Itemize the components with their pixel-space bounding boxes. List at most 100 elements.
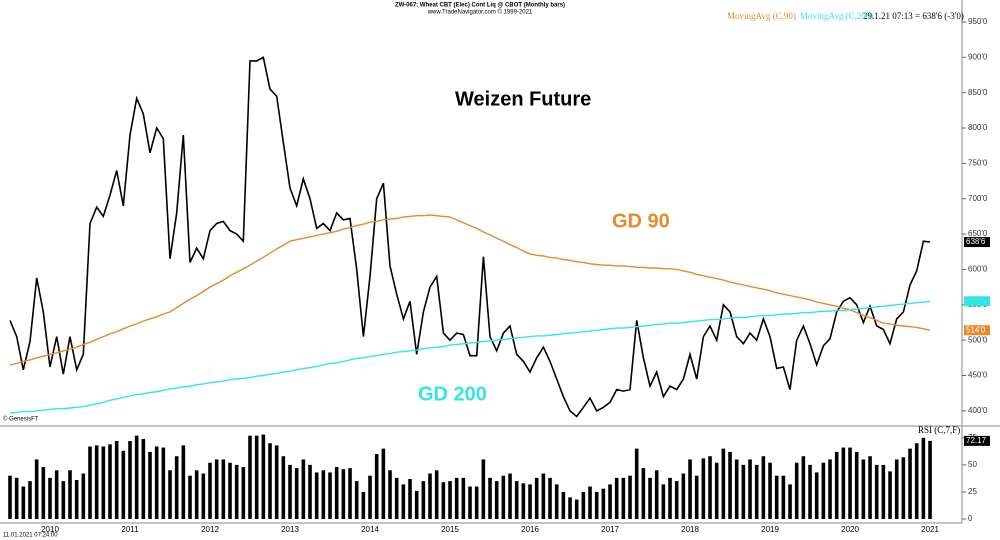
bar <box>588 486 592 519</box>
bar <box>528 484 532 519</box>
bar <box>241 467 246 519</box>
value-tag: 514'0 <box>966 325 986 334</box>
value-tag-box <box>964 296 990 307</box>
bar <box>201 473 206 519</box>
bar <box>654 470 659 519</box>
y-tick-label: 800'0 <box>968 123 988 132</box>
bar <box>801 456 806 519</box>
bar <box>881 464 886 519</box>
bar <box>388 470 392 519</box>
bar <box>821 462 826 519</box>
annotation: Weizen Future <box>455 88 591 110</box>
bar <box>8 475 12 519</box>
bar <box>581 491 586 519</box>
bar <box>808 464 812 519</box>
bar <box>161 447 166 519</box>
bar <box>354 481 359 519</box>
x-tick-label: 2012 <box>201 525 219 534</box>
x-tick-label: 2019 <box>761 525 779 534</box>
x-tick-label: 2010 <box>41 525 59 534</box>
bar <box>288 464 292 519</box>
bar <box>334 467 339 519</box>
bar <box>21 486 26 519</box>
bar <box>834 451 839 519</box>
bar <box>328 472 332 519</box>
bar <box>828 459 832 519</box>
y-tick-label: 950'0 <box>968 17 988 26</box>
bar <box>728 451 732 519</box>
bar <box>61 481 66 519</box>
bar <box>341 469 346 519</box>
value-tag: 72.17 <box>966 436 987 445</box>
bar <box>768 462 772 519</box>
bar <box>674 481 679 519</box>
bar <box>681 473 686 519</box>
bar <box>734 459 739 519</box>
bar <box>754 464 759 519</box>
bar <box>221 459 226 519</box>
y-tick-label: 900'0 <box>968 52 988 61</box>
bar <box>814 472 819 519</box>
bar <box>361 491 366 519</box>
bar <box>594 491 599 519</box>
bar <box>574 499 579 519</box>
value-tag-box <box>964 237 990 248</box>
x-tick-label: 2021 <box>921 525 939 534</box>
bar <box>348 468 352 519</box>
bar <box>148 451 152 519</box>
bar <box>908 448 912 519</box>
bar <box>114 441 119 519</box>
bar <box>854 451 859 519</box>
bar <box>561 491 566 519</box>
bar <box>281 456 286 519</box>
bar <box>481 459 486 519</box>
bar <box>668 477 672 519</box>
bar <box>228 462 232 519</box>
annotation: GD 90 <box>612 210 670 232</box>
bar <box>894 459 899 519</box>
bar <box>714 462 719 519</box>
bar <box>14 477 19 519</box>
bar <box>54 470 59 519</box>
bar <box>641 468 646 519</box>
bar <box>494 481 499 519</box>
bar <box>108 444 112 519</box>
footer-date: 11.01.2021 07:24:00 <box>3 533 58 539</box>
value-tag-box <box>964 435 990 446</box>
bar <box>181 445 186 519</box>
bar <box>294 468 299 519</box>
bar <box>268 443 272 519</box>
bar <box>488 477 492 519</box>
bar <box>88 446 92 519</box>
bar <box>401 484 406 519</box>
legend-entry: MovingAvg (C,90) <box>727 11 796 21</box>
rsi-label: RSI (C,7,F) <box>918 425 960 435</box>
bar <box>688 459 692 519</box>
bar <box>508 473 512 519</box>
bar <box>214 459 219 519</box>
bar <box>901 457 906 519</box>
bar <box>154 446 159 519</box>
x-tick-label: 2018 <box>681 525 699 534</box>
bar <box>534 477 539 519</box>
bar <box>454 477 459 519</box>
y-tick-label: 850'0 <box>968 88 988 97</box>
y-tick-label: 450'0 <box>968 371 988 380</box>
y-tick-label: 400'0 <box>968 406 988 415</box>
bar <box>414 490 419 519</box>
bar <box>194 470 199 519</box>
bar <box>921 437 926 519</box>
value-tag-box <box>964 325 990 336</box>
bar <box>841 447 846 519</box>
y-tick-label: 500'0 <box>968 335 988 344</box>
bar <box>548 477 552 519</box>
bar <box>134 435 139 519</box>
bar <box>301 459 306 519</box>
bar <box>694 475 699 519</box>
bar <box>474 486 479 519</box>
bar <box>121 450 126 519</box>
bar <box>461 477 466 519</box>
bar <box>441 482 446 519</box>
y-tick-label: 700'0 <box>968 194 988 203</box>
